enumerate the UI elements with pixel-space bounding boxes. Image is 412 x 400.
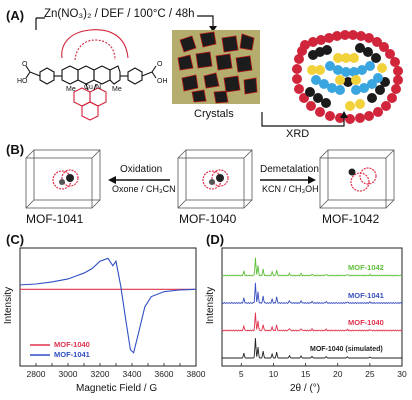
panel-d-series-1 <box>221 282 403 305</box>
mof-1040-label: MOF-1040 <box>179 212 237 226</box>
panel-d-tick-label: 30 <box>397 369 407 379</box>
panel-a-label: (A) <box>6 8 25 23</box>
panel-d-series-simulated: MOF-1040 (simulated) <box>310 346 383 353</box>
panel-c-tick-label: 3200 <box>91 369 110 379</box>
catenane-right <box>348 167 377 192</box>
panel-d-series-mof1040: MOF-1040 <box>348 318 384 327</box>
panel-b-graphics <box>25 149 395 209</box>
panel-c-series-1 <box>19 257 197 354</box>
panel-d-series-mof1042: MOF-1042 <box>348 263 384 272</box>
panel-c-tick-label: 3800 <box>187 369 206 379</box>
panel-d-tick-label: 20 <box>333 369 343 379</box>
atom-label-oh-right: OH <box>157 78 168 85</box>
panel-c-legend-mof1041: MOF-1041 <box>54 350 90 359</box>
catenane-center <box>202 169 229 190</box>
panel-c-tick-label: 3600 <box>155 369 174 379</box>
panel-a-graphics <box>25 15 403 127</box>
atom-label-ho-left: HO <box>17 78 28 85</box>
panel-d-frame <box>221 247 403 367</box>
panel-d-tick-label: 10 <box>269 369 279 379</box>
crystal-structure <box>292 30 403 124</box>
panel-c-frame <box>19 247 197 367</box>
panel-c-tick-label: 3400 <box>123 369 142 379</box>
linker-molecule <box>25 29 157 121</box>
xrd-label: XRD <box>286 128 310 140</box>
panel-d-series-3 <box>222 338 402 359</box>
panel-d-series-0 <box>221 257 403 277</box>
oxidation-label: Oxidation <box>120 164 163 175</box>
panel-d-xlabel: 2θ / (°) <box>290 383 321 394</box>
panel-c-legend-mof1040: MOF-1040 <box>54 340 90 349</box>
synthesis-conditions: Zn(NO₃)₂ / DEF / 100°C / 48h <box>44 8 195 20</box>
panel-c-xlabel: Magnetic Field / G <box>76 383 158 394</box>
panel-d-label: (D) <box>206 232 225 247</box>
demetalation-label: Demetalation <box>260 164 319 175</box>
atom-label-me-right: Me <box>112 86 122 93</box>
atom-label-me-left: Me <box>66 86 76 93</box>
panel-c-tick-label: 3000 <box>59 369 78 379</box>
atom-label-cu: Cu <box>84 84 93 91</box>
panel-d-series-2 <box>221 312 403 332</box>
atom-label-o-right: O <box>157 61 163 68</box>
panel-d-tick-label: 15 <box>301 369 311 379</box>
oxidation-reagents: Oxone / CH₃CN <box>112 184 176 194</box>
mof-1041-label: MOF-1041 <box>26 212 84 226</box>
panel-d-tick-label: 5 <box>239 369 244 379</box>
panel-d-tick-label: 25 <box>365 369 375 379</box>
panel-b-label: (B) <box>6 142 25 157</box>
crystals-label: Crystals <box>194 108 234 120</box>
catenane-left <box>52 169 79 190</box>
demetalation-reagents: KCN / CH₃OH <box>262 184 319 194</box>
panel-c-label: (C) <box>6 232 25 247</box>
mof-1042-label: MOF-1042 <box>322 212 380 226</box>
crystals-photo <box>172 30 260 104</box>
atom-label-o-left: O <box>22 61 28 68</box>
panel-d-series-mof1041: MOF-1041 <box>348 291 384 300</box>
atom-label-n: N <box>96 84 102 91</box>
panel-c-tick-label: 2800 <box>27 369 46 379</box>
